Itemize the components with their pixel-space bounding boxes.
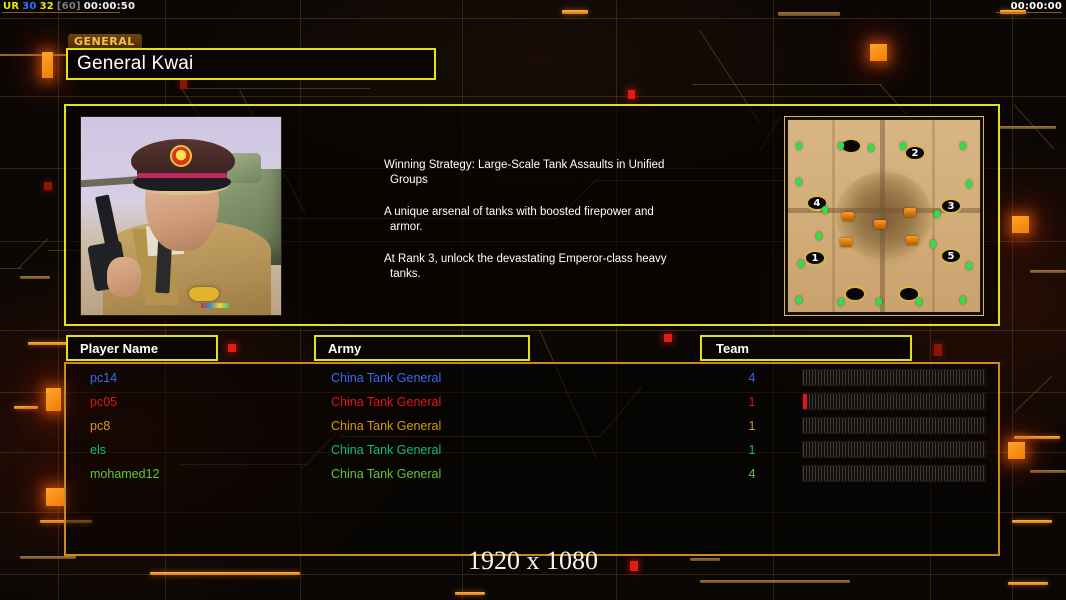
resolution-label: 1920 x 1080	[468, 546, 598, 575]
player-progress-bar	[802, 369, 986, 386]
table-row[interactable]: pc8 China Tank General 1	[66, 414, 998, 438]
supply-dot	[960, 142, 966, 150]
supply-dot	[900, 142, 906, 150]
supply-dot	[838, 142, 844, 150]
map-preview[interactable]: 2 4 3 1 5	[784, 116, 984, 316]
terrain-seam-left	[832, 120, 835, 312]
map-start-position-5: 5	[940, 248, 962, 264]
minimap-terrain: 2 4 3 1 5	[788, 120, 980, 312]
cap-piping	[137, 173, 227, 178]
supply-dot	[960, 296, 966, 304]
map-start-position-slot	[844, 286, 866, 302]
map-start-position-slot	[898, 286, 920, 302]
player-name: els	[90, 443, 106, 457]
ur-label: UR	[3, 1, 20, 12]
description-paragraph-3: At Rank 3, unlock the devastating Empero…	[384, 252, 716, 282]
cap-star-badge-icon	[170, 145, 192, 167]
general-tab-label: GENERAL	[68, 34, 142, 49]
uniform-wing-badge-icon	[189, 287, 219, 301]
map-structure	[840, 238, 852, 247]
supply-dot	[966, 180, 972, 188]
topbar-underline-right	[996, 12, 1062, 13]
desc-1-line-1: Winning Strategy: Large-Scale Tank Assau…	[384, 159, 665, 171]
supply-dot	[916, 298, 922, 306]
supply-dot	[934, 210, 940, 218]
desc-1-line-2: Groups	[390, 174, 428, 186]
player-name: mohamed12	[90, 467, 160, 481]
player-progress-bar	[802, 465, 986, 482]
map-structure	[904, 208, 916, 217]
supply-dot	[930, 240, 936, 248]
timer-left: 00:00:50	[83, 1, 136, 12]
description-paragraph-1: Winning Strategy: Large-Scale Tank Assau…	[384, 158, 716, 188]
top-stats-group: UR 30 32 [60] 00:00:50	[3, 1, 138, 12]
desc-3-line-1: At Rank 3, unlock the devastating Empero…	[384, 253, 667, 265]
header-label-team: Team	[716, 340, 749, 356]
player-team: 1	[748, 395, 756, 409]
progress-fill	[803, 394, 807, 409]
map-structure	[842, 212, 854, 221]
top-status-bar: UR 30 32 [60] 00:00:50 00:00:00	[0, 0, 1066, 14]
player-team: 1	[748, 419, 756, 433]
desc-3-line-2: tanks.	[390, 268, 421, 280]
general-name: General Kwai	[77, 53, 194, 74]
player-progress-bar	[802, 441, 986, 458]
header-label-army: Army	[328, 340, 362, 356]
player-list-panel: pc14 China Tank General 4 pc05 China Tan…	[64, 362, 1000, 556]
player-team: 1	[748, 443, 756, 457]
timer-right: 00:00:00	[1010, 1, 1062, 12]
desc-2-line-1: A unique arsenal of tanks with boosted f…	[384, 206, 654, 218]
player-team: 4	[748, 371, 756, 385]
player-army: China Tank General	[331, 371, 442, 385]
player-name: pc14	[90, 371, 118, 385]
supply-dot	[868, 144, 874, 152]
general-description: Winning Strategy: Large-Scale Tank Assau…	[384, 158, 716, 299]
header-label-player-name: Player Name	[80, 340, 159, 356]
player-army: China Tank General	[331, 395, 442, 409]
player-army: China Tank General	[331, 443, 442, 457]
column-header-team-progress[interactable]: Team Progress	[700, 335, 912, 361]
map-structure	[906, 236, 918, 245]
table-row[interactable]: mohamed12 China Tank General 4	[66, 462, 998, 486]
player-name: pc8	[90, 419, 111, 433]
map-start-position-2: 2	[904, 145, 926, 161]
terrain-seam-right	[932, 120, 935, 312]
map-start-position-1: 1	[804, 250, 826, 266]
supply-dot	[966, 262, 972, 270]
supply-dot	[838, 298, 844, 306]
description-paragraph-2: A unique arsenal of tanks with boosted f…	[384, 205, 716, 235]
supply-dot	[876, 298, 882, 306]
player-army: China Tank General	[331, 419, 442, 433]
table-row[interactable]: els China Tank General 1	[66, 438, 998, 462]
supply-dot	[816, 232, 822, 240]
general-info-panel: Winning Strategy: Large-Scale Tank Assau…	[64, 104, 1000, 326]
column-header-player-name[interactable]: Player Name	[66, 335, 218, 361]
map-structure	[874, 220, 886, 229]
column-header-army[interactable]: Army	[314, 335, 530, 361]
player-progress-bar	[802, 393, 986, 410]
topbar-underline-left	[2, 12, 120, 13]
player-progress-bar	[802, 417, 986, 434]
supply-dot	[796, 296, 802, 304]
player-army: China Tank General	[331, 467, 442, 481]
uniform-ribbon-bar	[201, 303, 229, 308]
table-row[interactable]: pc14 China Tank General 4	[66, 366, 998, 390]
general-name-box[interactable]: General Kwai	[66, 48, 436, 80]
fps-value: 30	[22, 1, 37, 12]
supply-dot	[796, 178, 802, 186]
player-team: 4	[748, 467, 756, 481]
player-name: pc05	[90, 395, 118, 409]
terrain-center-rough	[840, 164, 932, 270]
ping-value: 32	[39, 1, 54, 12]
general-portrait-image	[80, 116, 282, 316]
desc-2-line-2: armor.	[390, 221, 423, 233]
max-value: [60]	[56, 1, 81, 12]
supply-dot	[796, 142, 802, 150]
general-hand	[107, 257, 141, 297]
table-row[interactable]: pc05 China Tank General 1	[66, 390, 998, 414]
map-start-position-3: 3	[940, 198, 962, 214]
supply-dot	[822, 206, 828, 214]
supply-dot	[798, 260, 804, 268]
